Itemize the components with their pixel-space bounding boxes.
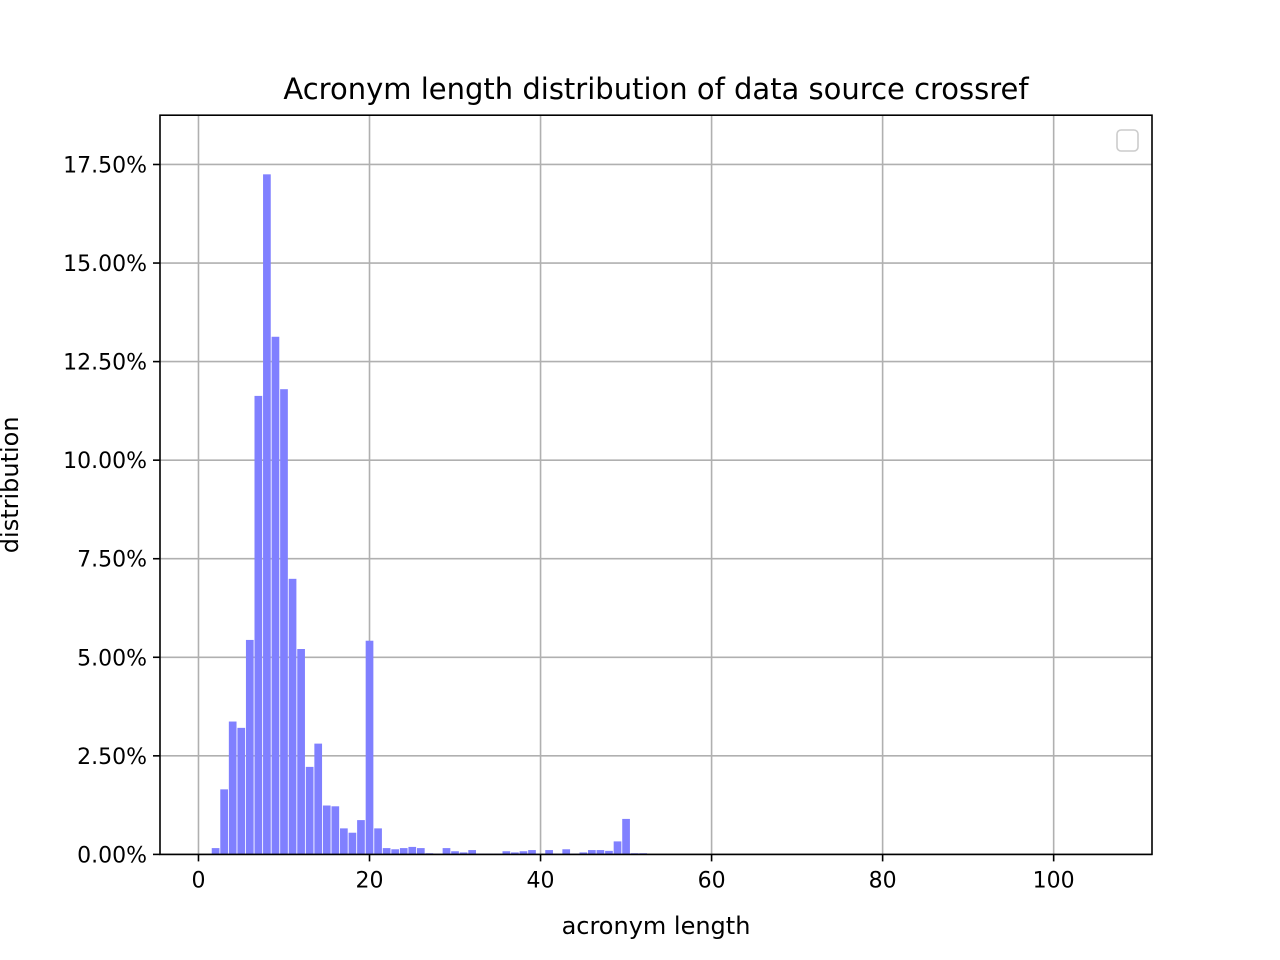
bar xyxy=(596,850,605,855)
bar xyxy=(271,336,280,855)
bar xyxy=(528,850,536,855)
bar xyxy=(331,806,340,855)
y-tick-label: 2.50% xyxy=(77,745,147,770)
bar xyxy=(502,851,511,855)
bar xyxy=(459,852,468,855)
bar xyxy=(545,850,553,855)
y-axis-ticks: 0.00% 2.50% 5.00% 7.50% 10.00% 12.50% 15.00% 17… xyxy=(63,153,160,868)
bar xyxy=(588,850,596,855)
x-tick-label: 60 xyxy=(698,868,726,893)
y-axis-label: distribution xyxy=(0,416,24,553)
bar xyxy=(622,818,630,855)
bar xyxy=(365,640,374,855)
bar xyxy=(451,851,459,855)
bar xyxy=(442,848,451,855)
y-tick-label: 12.50% xyxy=(63,351,147,376)
bar xyxy=(382,848,391,855)
bar xyxy=(399,848,408,855)
bar xyxy=(254,395,263,855)
bars xyxy=(211,174,656,855)
y-tick-label: 15.00% xyxy=(63,252,147,277)
bar xyxy=(322,805,331,855)
bar xyxy=(280,389,288,855)
bar xyxy=(245,639,254,855)
bar xyxy=(237,727,246,855)
bar xyxy=(408,846,417,855)
grid-lines xyxy=(160,115,1152,856)
bar xyxy=(263,174,271,855)
bar xyxy=(314,743,323,855)
plot-frame xyxy=(159,114,1153,856)
y-tick-label: 7.50% xyxy=(77,548,147,573)
bar xyxy=(348,832,357,855)
x-axis-label: acronym length xyxy=(562,912,751,940)
y-tick-label: 5.00% xyxy=(77,646,147,671)
legend-box xyxy=(1116,129,1139,152)
bar xyxy=(468,850,476,855)
bar xyxy=(391,849,400,855)
x-tick-label: 100 xyxy=(1033,868,1075,893)
y-tick-label: 0.00% xyxy=(77,843,147,868)
bar xyxy=(519,851,528,855)
bar xyxy=(297,649,305,855)
y-tick-label: 17.50% xyxy=(63,153,147,178)
x-tick-label: 40 xyxy=(527,868,555,893)
bar xyxy=(288,578,297,855)
bar xyxy=(305,766,314,855)
bar xyxy=(340,828,348,855)
bar xyxy=(416,848,425,855)
bar xyxy=(374,828,382,855)
chart-title: Acronym length distribution of data sour… xyxy=(283,72,1029,106)
x-tick-label: 20 xyxy=(356,868,384,893)
bar xyxy=(228,721,237,855)
x-tick-label: 80 xyxy=(869,868,897,893)
bar xyxy=(562,849,571,855)
bar xyxy=(357,820,365,855)
x-axis-ticks: 0 20 40 60 80 100 xyxy=(191,854,1075,893)
y-tick-label: 10.00% xyxy=(63,449,147,474)
bar xyxy=(211,848,220,855)
bar xyxy=(579,852,588,855)
bar xyxy=(613,841,622,855)
x-tick-label: 0 xyxy=(191,868,205,893)
bar xyxy=(605,850,613,855)
bar xyxy=(220,789,228,855)
bar xyxy=(511,852,519,855)
